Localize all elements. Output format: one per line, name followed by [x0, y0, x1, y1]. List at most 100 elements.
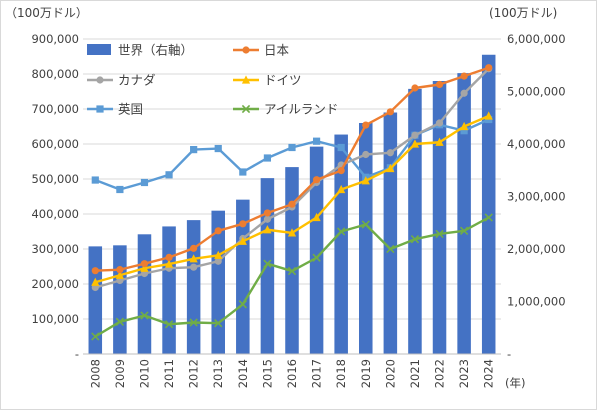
data-point	[362, 121, 370, 129]
series-2	[91, 111, 493, 286]
x-tick-label: 2024	[482, 359, 496, 388]
data-point	[484, 111, 493, 120]
data-point	[337, 143, 345, 152]
x-axis-unit: (年)	[505, 376, 525, 390]
data-point	[242, 46, 250, 54]
data-point	[288, 143, 296, 152]
data-point	[91, 332, 100, 341]
data-point	[312, 212, 321, 222]
data-point	[214, 144, 222, 153]
data-point	[239, 220, 247, 228]
legend-swatch	[87, 44, 111, 55]
data-point	[361, 220, 370, 229]
bar	[137, 234, 152, 354]
x-tick-label: 2009	[113, 359, 127, 388]
data-point	[263, 225, 272, 234]
x-tick-label: 2010	[137, 359, 151, 388]
x-tick-label: 2019	[359, 359, 373, 388]
legend-label: 世界（右軸）	[118, 43, 193, 58]
left-tick-label: 800,000	[31, 67, 79, 81]
x-tick-label: 2020	[383, 359, 397, 388]
data-point	[189, 318, 198, 327]
data-point	[386, 149, 394, 157]
x-tick-label: 2008	[88, 359, 102, 388]
data-point	[140, 311, 149, 320]
x-tick-label: 2012	[187, 359, 201, 388]
right-tick-label: 5,000,000	[507, 85, 566, 99]
data-point	[140, 178, 149, 187]
data-point	[386, 163, 395, 173]
data-point	[96, 76, 104, 84]
bar	[481, 54, 496, 354]
right-tick-label: -	[507, 347, 511, 361]
data-point	[362, 150, 370, 159]
series-4	[91, 213, 493, 341]
x-tick-label: 2013	[211, 359, 225, 388]
left-tick-label: 400,000	[31, 207, 79, 221]
data-point	[337, 184, 346, 194]
axes: - 100,000 200,000 300,000 400,000 500,000 600,…	[31, 32, 565, 390]
data-point	[459, 226, 469, 235]
data-point	[263, 215, 272, 223]
data-point	[214, 250, 223, 259]
data-point	[263, 154, 272, 162]
data-point	[484, 213, 493, 222]
legend-item: 英国	[87, 102, 143, 117]
data-point	[410, 139, 420, 148]
data-point	[411, 84, 419, 92]
bar	[457, 73, 471, 354]
legend-label: ドイツ	[264, 73, 302, 88]
data-point	[214, 227, 222, 235]
x-tick-label: 2023	[457, 359, 471, 388]
bar	[432, 81, 447, 354]
data-point	[91, 267, 99, 275]
data-point	[312, 253, 321, 262]
data-point	[411, 131, 419, 139]
legend-item: 日本	[233, 43, 290, 58]
legend-item: カナダ	[87, 73, 156, 88]
x-tick-label: 2015	[260, 359, 274, 388]
data-point	[287, 228, 297, 237]
data-point	[460, 72, 468, 80]
data-point	[263, 209, 272, 217]
data-point	[241, 75, 251, 84]
data-point	[116, 185, 124, 194]
data-point	[435, 229, 444, 239]
series-0	[91, 64, 493, 275]
data-point	[165, 253, 173, 261]
line-series	[91, 64, 493, 341]
data-point	[239, 168, 247, 176]
data-point	[435, 137, 444, 146]
data-point	[189, 254, 198, 263]
x-tick-label: 2011	[162, 359, 176, 388]
bar	[211, 210, 225, 354]
data-point	[190, 263, 198, 271]
x-tick-label: 2021	[408, 359, 422, 388]
data-point	[410, 235, 420, 244]
data-point	[115, 317, 125, 326]
data-point	[140, 260, 149, 268]
data-point	[165, 171, 173, 179]
bar	[408, 88, 422, 354]
data-point	[337, 227, 346, 236]
data-point	[214, 319, 223, 328]
data-point	[312, 176, 321, 184]
left-tick-label: 100,000	[31, 312, 79, 326]
data-point	[435, 80, 444, 89]
right-tick-label: 6,000,000	[507, 32, 566, 46]
legend-label: カナダ	[118, 73, 156, 88]
legend-item: ドイツ	[233, 73, 302, 88]
data-point	[386, 108, 394, 116]
data-point	[140, 263, 149, 272]
data-point	[238, 236, 247, 245]
bar	[309, 146, 324, 354]
legend-item: 世界（右軸）	[87, 43, 193, 58]
data-point	[96, 105, 104, 113]
legend-item: アイルランド	[233, 102, 338, 117]
bar	[186, 220, 201, 354]
left-tick-label: -	[75, 347, 79, 361]
data-point	[91, 277, 100, 286]
